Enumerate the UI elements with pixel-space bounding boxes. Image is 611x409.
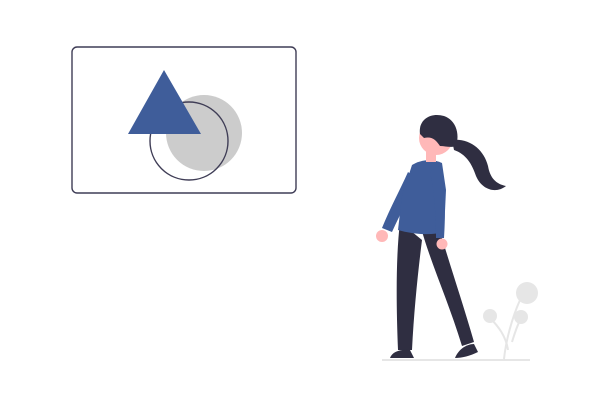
woman-left-leg: [396, 222, 422, 350]
woman-right-leg: [420, 224, 474, 346]
triangle-icon: [128, 70, 201, 134]
woman-ponytail: [452, 139, 506, 191]
woman-right-hand: [436, 238, 448, 250]
woman-figure: [376, 114, 506, 358]
framed-artwork: [71, 46, 297, 194]
woman-right-arm: [430, 166, 445, 238]
plant-icon: [483, 282, 538, 360]
woman-neck: [426, 148, 436, 162]
woman-left-hand: [376, 230, 388, 242]
woman-hair: [419, 114, 458, 147]
woman-right-shoe: [455, 344, 478, 358]
woman-left-shoe: [390, 349, 414, 358]
circle-icon: [149, 101, 229, 181]
